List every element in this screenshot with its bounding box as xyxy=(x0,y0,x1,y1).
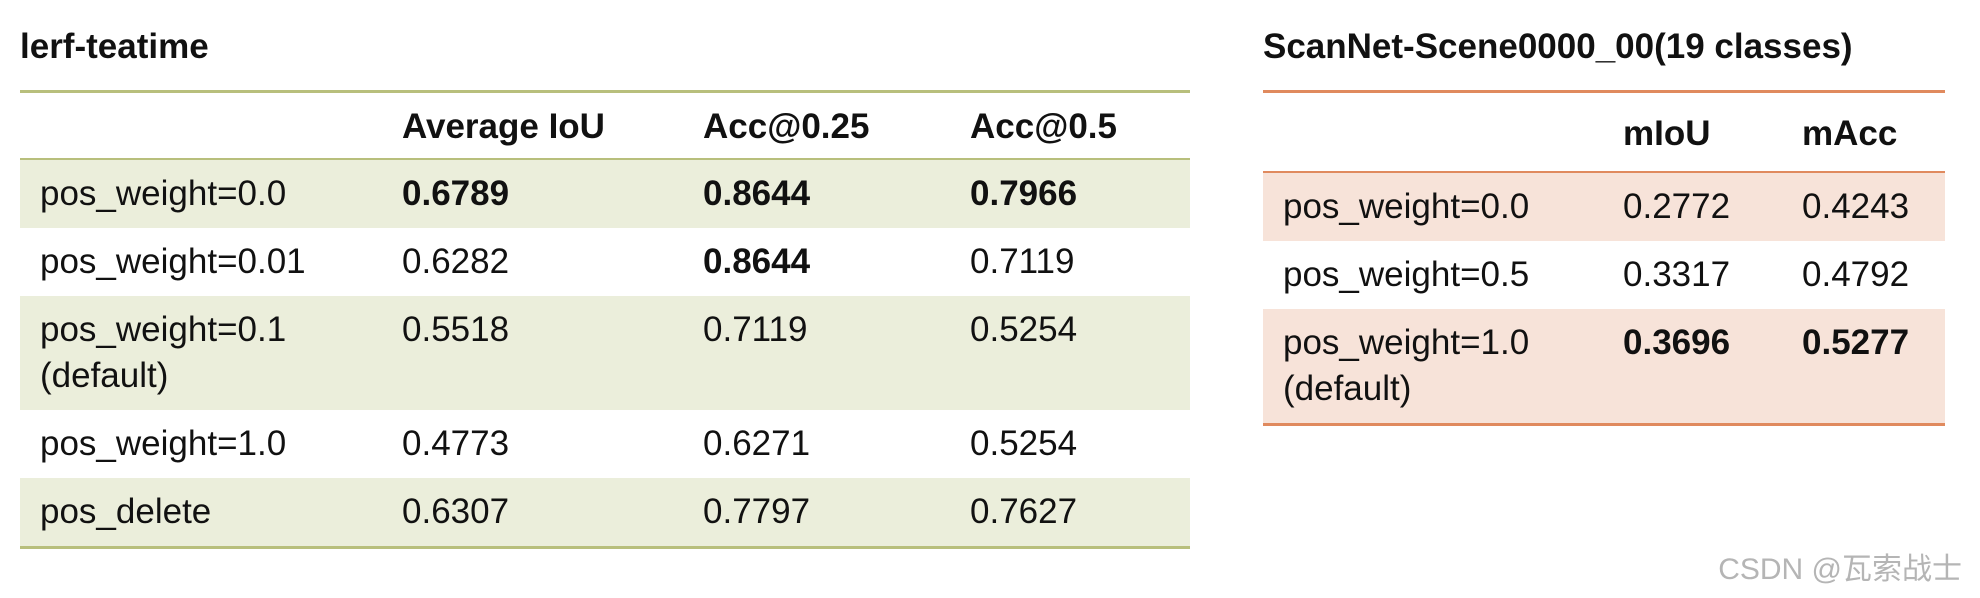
column-header: Average IoU xyxy=(402,107,605,146)
rule xyxy=(1263,90,1945,93)
column-header: mAcc xyxy=(1802,113,1898,153)
value-cell: 0.5254 xyxy=(970,310,1078,349)
value-cell: 0.4773 xyxy=(402,424,510,463)
column-header: mIoU xyxy=(1623,113,1711,153)
row-label: pos_weight=0.5 xyxy=(1283,255,1530,294)
value-cell: 0.3317 xyxy=(1623,255,1731,294)
rule xyxy=(1263,171,1945,174)
row-label: pos_weight=0.01 xyxy=(40,242,306,281)
row-label: pos_weight=1.0 xyxy=(40,424,287,463)
value-cell: 0.7627 xyxy=(970,492,1078,531)
row-label: pos_weight=1.0 xyxy=(1283,323,1530,362)
value-cell: 0.5518 xyxy=(402,310,510,349)
row-label: pos_weight=0.0 xyxy=(40,174,287,213)
row-label: pos_delete xyxy=(40,492,212,531)
value-cell: 0.8644 xyxy=(703,174,811,213)
row-band xyxy=(20,478,1190,546)
row-band xyxy=(1263,309,1945,423)
value-cell: 0.6789 xyxy=(402,174,510,213)
table-title: lerf-teatime xyxy=(20,27,209,66)
value-cell: 0.4792 xyxy=(1802,255,1910,294)
row-label: pos_weight=0.1 xyxy=(40,310,287,349)
value-cell: 0.5277 xyxy=(1802,323,1910,362)
row-label: pos_weight=0.0 xyxy=(1283,187,1530,226)
value-cell: 0.7797 xyxy=(703,492,811,531)
watermark: CSDN @瓦索战士 xyxy=(1718,553,1962,586)
row-label: (default) xyxy=(1283,369,1412,408)
table-title: ScanNet-Scene0000_00(19 classes) xyxy=(1263,27,1853,66)
rule xyxy=(20,90,1190,93)
rule xyxy=(20,158,1190,161)
row-band xyxy=(20,296,1190,410)
value-cell: 0.8644 xyxy=(703,242,811,281)
value-cell: 0.6307 xyxy=(402,492,510,531)
row-band xyxy=(1263,173,1945,241)
value-cell: 0.4243 xyxy=(1802,187,1910,226)
row-label: (default) xyxy=(40,356,169,395)
column-header: Acc@0.25 xyxy=(703,107,870,146)
value-cell: 0.7119 xyxy=(970,242,1075,281)
value-cell: 0.3696 xyxy=(1623,323,1731,362)
rule xyxy=(1263,423,1945,426)
row-band xyxy=(20,160,1190,228)
value-cell: 0.7119 xyxy=(703,310,808,349)
value-cell: 0.2772 xyxy=(1623,187,1731,226)
value-cell: 0.6282 xyxy=(402,242,510,281)
value-cell: 0.6271 xyxy=(703,424,811,463)
column-header: Acc@0.5 xyxy=(970,107,1117,146)
rule xyxy=(20,546,1190,549)
value-cell: 0.7966 xyxy=(970,174,1078,213)
value-cell: 0.5254 xyxy=(970,424,1078,463)
